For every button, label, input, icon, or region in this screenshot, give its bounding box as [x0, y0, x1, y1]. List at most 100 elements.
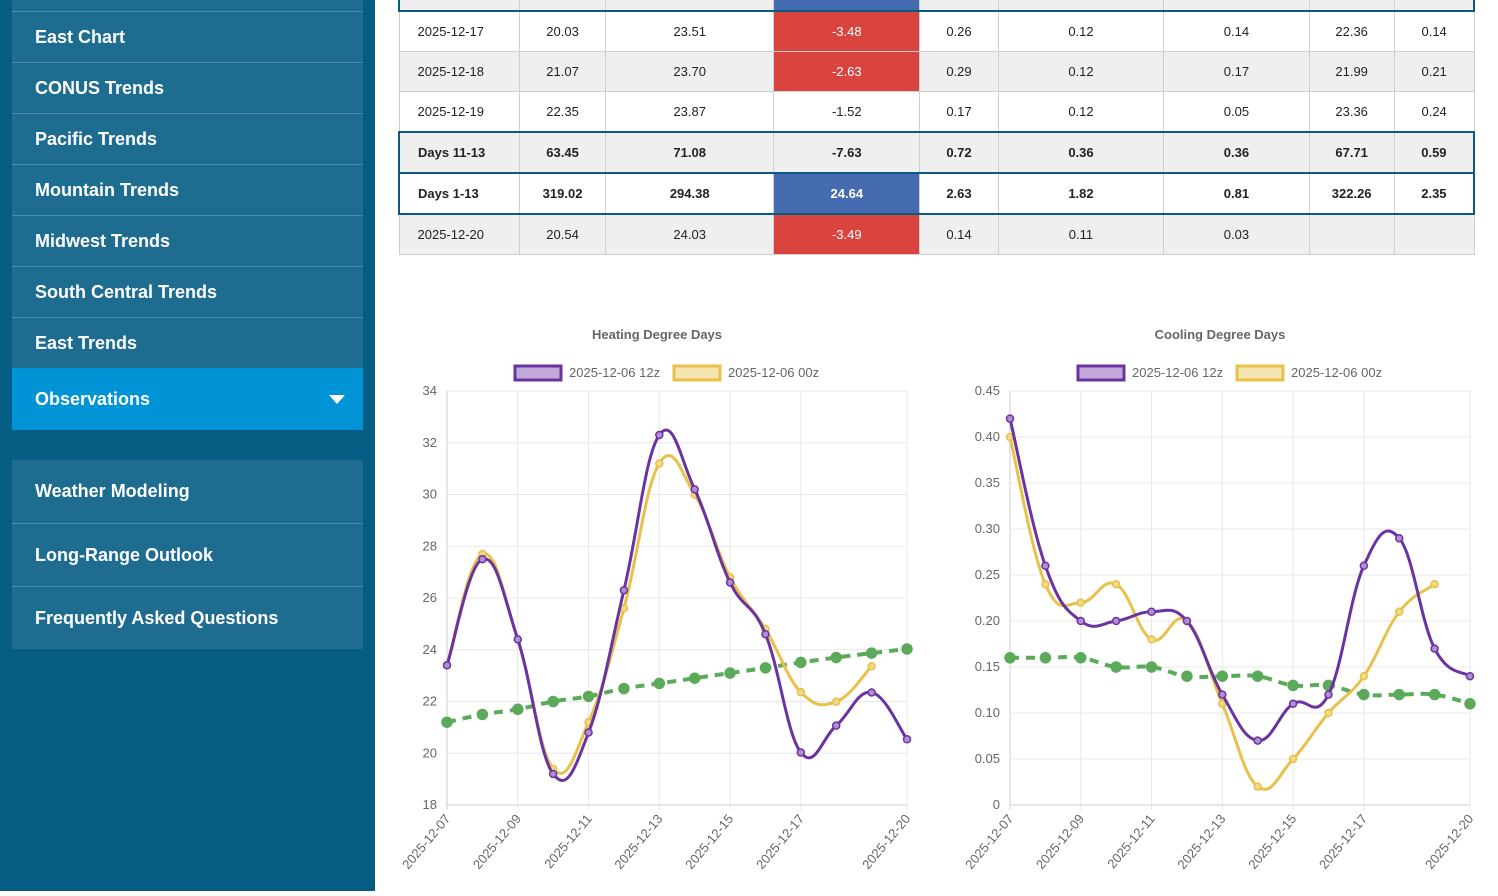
data-point [655, 430, 664, 440]
data-point [1041, 561, 1050, 571]
chevron-down-icon[interactable] [329, 394, 345, 404]
data-point [1393, 688, 1405, 701]
table-cell: 1.82 [997, 172, 1165, 215]
legend-label: 2025-12-06 00z [728, 365, 819, 380]
data-point [831, 697, 841, 707]
legend-swatch [1076, 364, 1126, 382]
nav-item-east-trends[interactable]: East Trends [12, 317, 363, 368]
legend-label: 2025-12-06 00z [1291, 365, 1382, 380]
data-point [1147, 635, 1156, 644]
table-cell: 0.12 [997, 10, 1165, 52]
nav-item-conus-trends[interactable]: CONUS Trends [12, 62, 363, 113]
data-point [1464, 698, 1476, 710]
sidebar: East Chart CONUS Trends Pacific Trends Moun… [0, 0, 375, 891]
data-point [1253, 782, 1262, 791]
x-tick-label: 2025-12-09 [1033, 811, 1087, 872]
data-point [1004, 652, 1016, 664]
data-point [865, 647, 878, 659]
y-tick-label: 0.05 [975, 751, 1000, 766]
data-point [1251, 670, 1264, 682]
table-cell: 2.63 [919, 172, 999, 215]
nav-item-frequently-asked-questions[interactable]: Frequently Asked Questions [12, 586, 363, 649]
table-cell: 322.26 [1308, 172, 1395, 215]
y-tick-label: 28 [423, 538, 437, 553]
nav-item-east-chart[interactable]: East Chart [12, 11, 363, 62]
y-tick-label: 0.10 [975, 705, 1000, 720]
nav-group-regions: East Chart CONUS Trends Pacific Trends Moun… [12, 0, 363, 430]
data-point [690, 485, 699, 494]
data-point [796, 687, 806, 697]
data-point [759, 662, 772, 674]
data-point [1039, 652, 1052, 664]
row-label: 2025-12-18 [398, 51, 520, 92]
y-tick-label: 0.45 [975, 383, 1000, 398]
nav-item-mountain-trends[interactable]: Mountain Trends [12, 164, 363, 215]
data-point [725, 578, 735, 587]
y-tick-label: 26 [423, 590, 437, 605]
x-tick-label: 2025-12-20 [1422, 811, 1476, 872]
header-cell [397, 0, 520, 12]
x-tick-label: 2025-12-15 [1245, 811, 1299, 872]
table-cell: 71.08 [605, 131, 775, 174]
table-row: 2025-12-19 22.35 23.87 -1.52 0.17 0.12 0.05 23.… [398, 91, 1475, 133]
data-point [547, 695, 559, 708]
x-tick-label: 2025-12-15 [682, 811, 736, 872]
data-point [1430, 579, 1439, 589]
table-cell: 24.03 [605, 213, 775, 255]
nav-item-south-central-trends[interactable]: South Central Trends [12, 266, 363, 317]
table-cell [1393, 213, 1475, 255]
table-cell: 0.24 [1393, 91, 1475, 133]
nav-item-observations[interactable]: Observations [12, 368, 363, 430]
nav-item-pacific-trends[interactable]: Pacific Trends [12, 113, 363, 164]
y-tick-label: 32 [423, 435, 437, 450]
header-cell [1163, 0, 1310, 12]
table-header-row [397, 0, 1475, 12]
table-row: 2025-12-17 20.03 23.51 -3.48 0.26 0.12 0.14 22.… [398, 10, 1475, 52]
data-point [619, 585, 629, 595]
nav-item-label: Long-Range Outlook [35, 544, 213, 565]
data-point [761, 629, 770, 639]
table-cell: -3.48 [773, 10, 921, 52]
header-cell [997, 0, 1165, 12]
nav-group-main: Weather Modeling Long-Range Outlook Freque… [12, 460, 363, 649]
header-cell [605, 0, 775, 12]
nav-item-long-range-outlook[interactable]: Long-Range Outlook [12, 523, 363, 586]
table-cell: 0.21 [1393, 51, 1475, 92]
table-cell: 63.45 [518, 131, 607, 174]
nav-item-partial[interactable] [12, 0, 363, 11]
table-row: Days 11-13 63.45 71.08 -7.63 0.72 0.36 0.36 67.… [397, 131, 1475, 174]
chart-title: Cooling Degree Days [1155, 327, 1286, 342]
nav-item-weather-modeling[interactable]: Weather Modeling [12, 460, 363, 523]
table-cell: 22.35 [518, 91, 607, 133]
y-tick-label: 30 [423, 487, 437, 502]
nav-item-label: Frequently Asked Questions [35, 607, 279, 628]
y-tick-label: 0 [993, 797, 1000, 812]
x-tick-label: 2025-12-07 [399, 811, 453, 872]
data-point [1218, 690, 1227, 699]
data-point [1359, 671, 1369, 681]
data-point [653, 677, 666, 690]
table-cell: 0.17 [919, 91, 999, 133]
nav-item-label: East Trends [35, 332, 138, 353]
table-cell: 0.26 [919, 10, 999, 52]
nav-item-label: CONUS Trends [35, 77, 165, 98]
header-cell [1393, 0, 1475, 12]
y-tick-label: 0.35 [975, 475, 1000, 490]
x-tick-label: 2025-12-17 [753, 811, 807, 872]
data-point [1430, 644, 1439, 653]
table-cell: 0.14 [919, 213, 999, 255]
nav-item-midwest-trends[interactable]: Midwest Trends [12, 215, 363, 266]
data-point [867, 662, 876, 671]
data-point [1394, 607, 1404, 617]
data-point [1287, 679, 1299, 692]
chart-title: Heating Degree Days [592, 327, 722, 342]
legend-label: 2025-12-06 12z [1132, 365, 1223, 380]
cooling-degree-days-chart: Cooling Degree Days 2025-12-06 12z 2025-12… [958, 315, 1478, 896]
table-row: Days 1-13 319.02 294.38 24.64 2.63 1.82 0.81 32… [397, 172, 1475, 215]
table-cell: 23.36 [1308, 91, 1395, 133]
x-tick-label: 2025-12-20 [859, 811, 913, 872]
row-label: 2025-12-20 [398, 213, 520, 255]
data-point [1288, 699, 1298, 709]
y-tick-label: 0.40 [975, 429, 1000, 444]
data-point [476, 708, 489, 721]
